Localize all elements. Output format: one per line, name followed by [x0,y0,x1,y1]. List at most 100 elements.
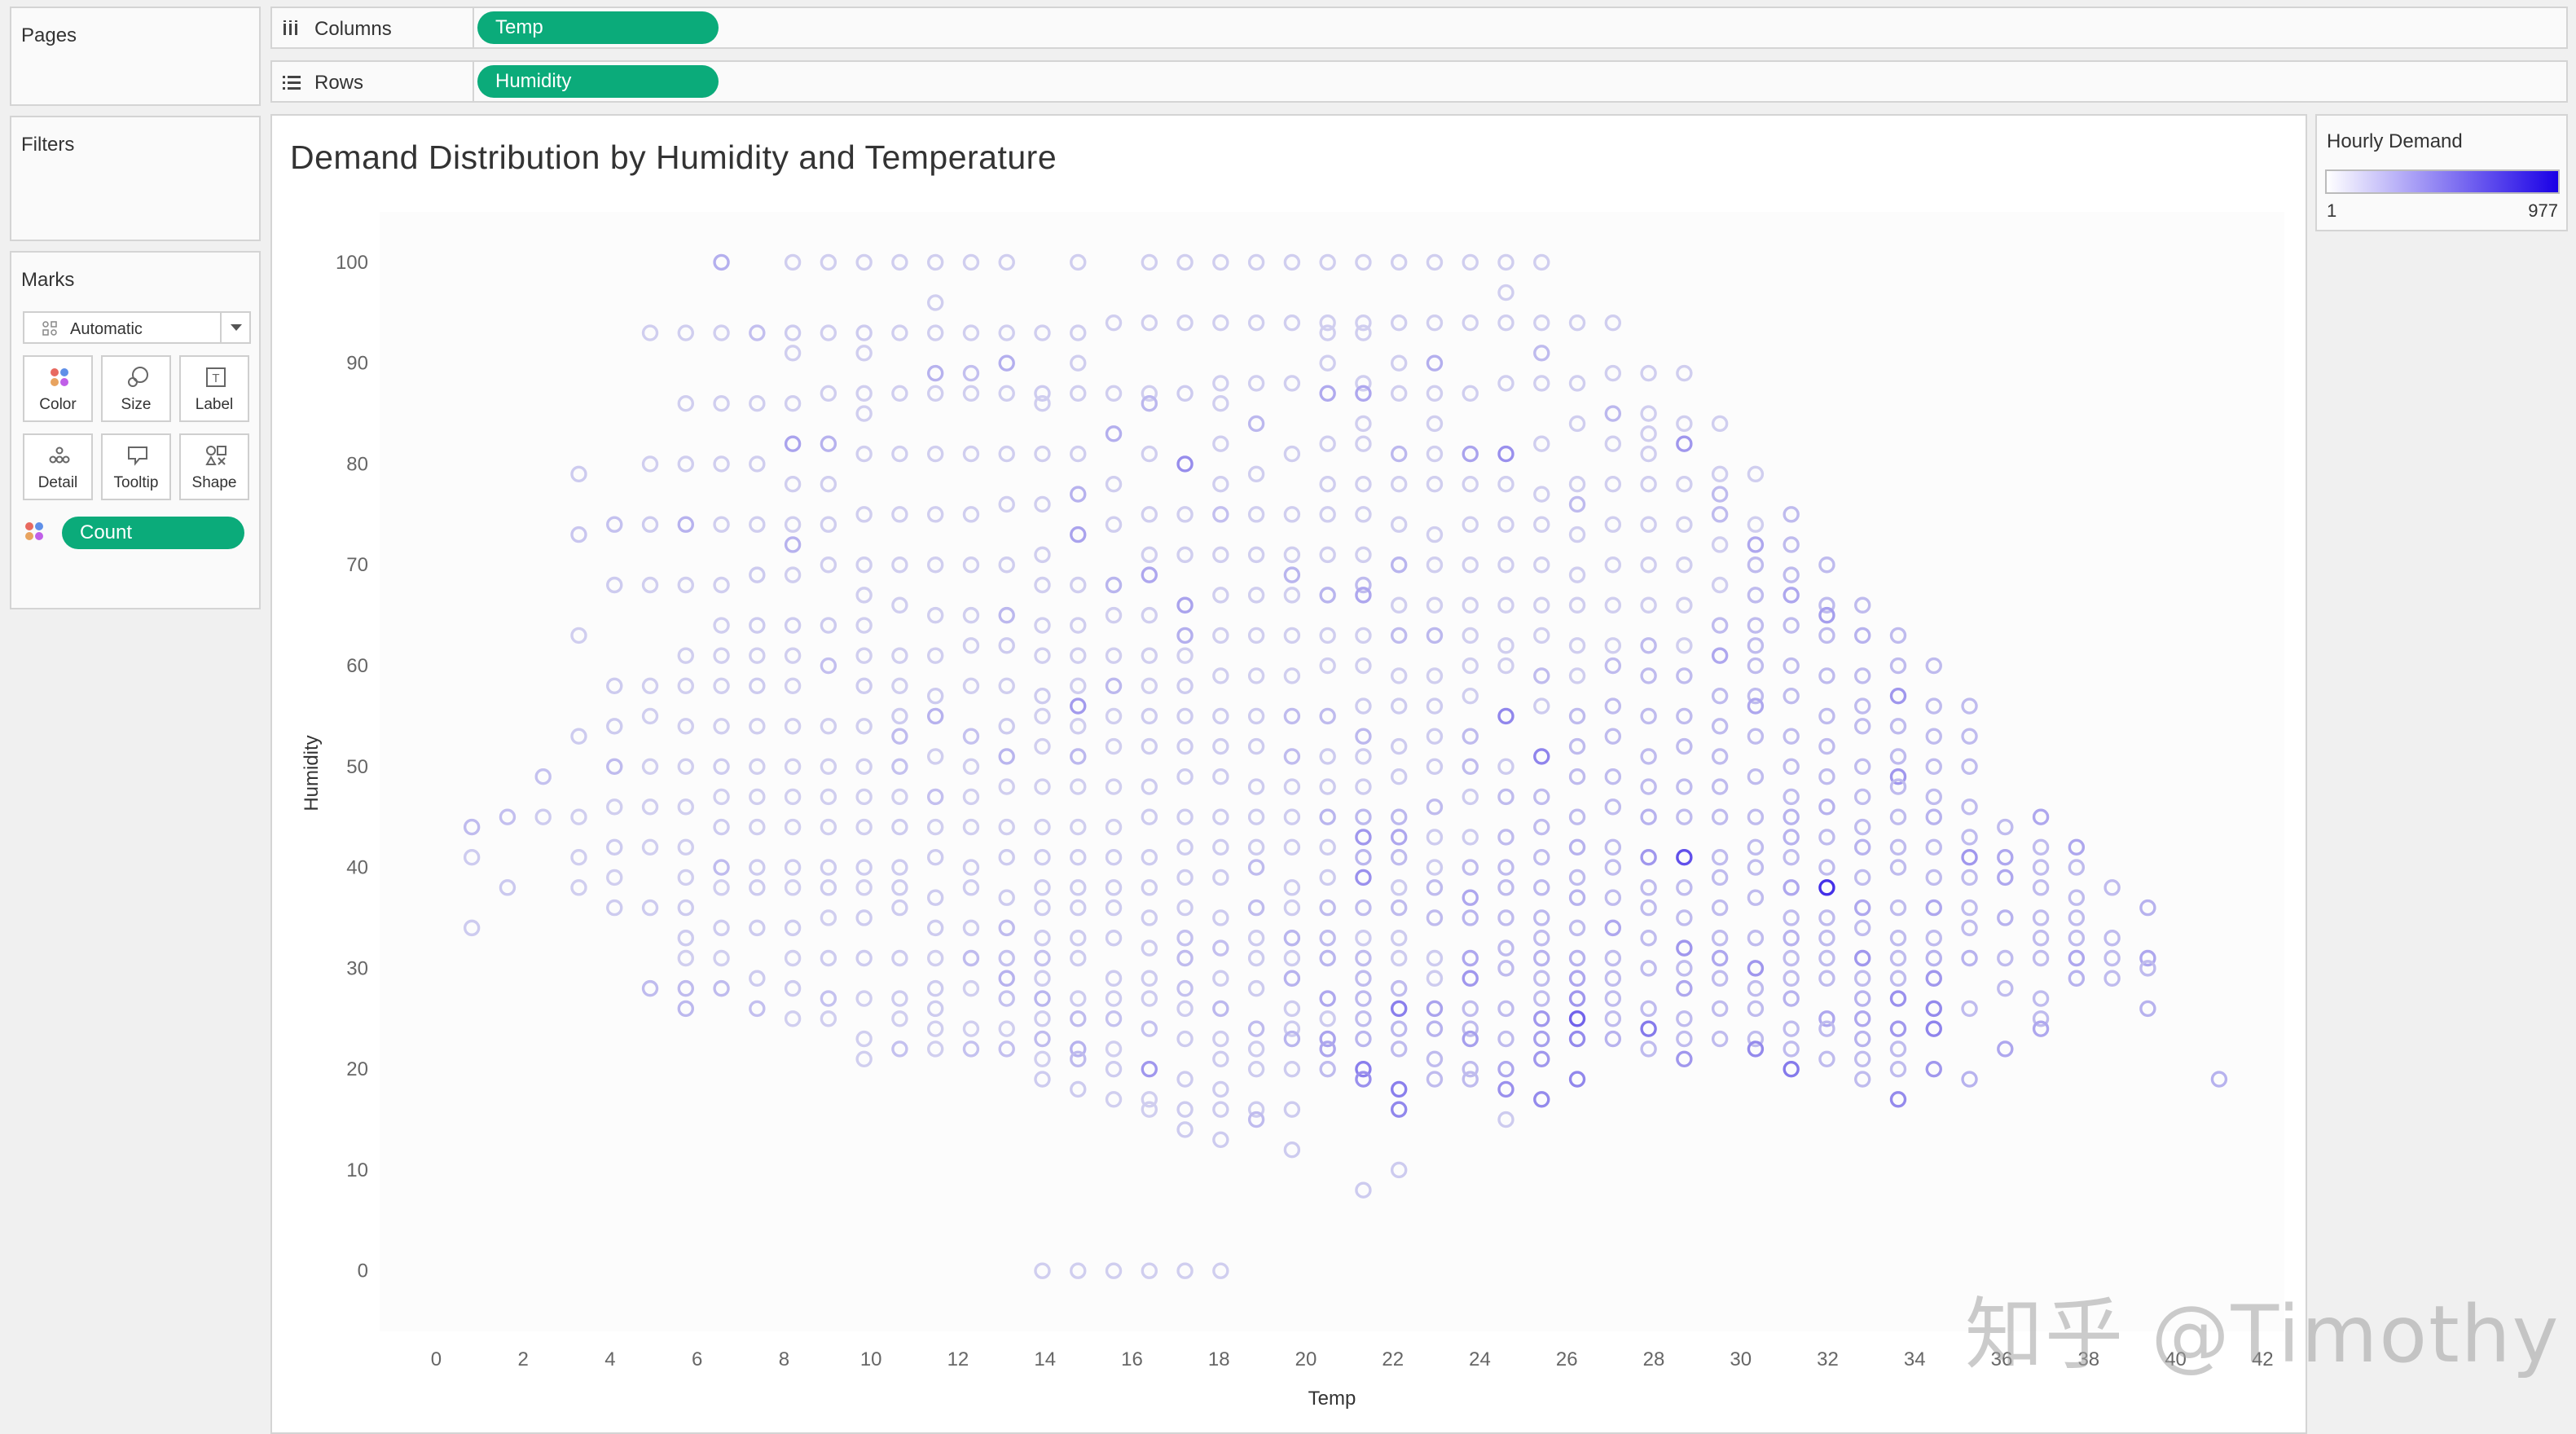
data-point[interactable] [1391,1080,1408,1098]
data-point[interactable] [1141,445,1158,463]
data-point[interactable] [1319,506,1336,523]
data-point[interactable] [1818,829,1835,846]
data-point[interactable] [641,899,659,917]
data-point[interactable] [1426,758,1444,776]
data-point[interactable] [962,758,980,776]
data-point[interactable] [1212,435,1229,452]
data-point[interactable] [1391,1000,1408,1018]
data-point[interactable] [926,889,944,906]
data-point[interactable] [1604,405,1622,422]
data-point[interactable] [1462,1060,1479,1078]
data-point[interactable] [1676,1050,1693,1067]
data-point[interactable] [677,394,694,412]
plot-area[interactable] [380,212,2284,1331]
data-point[interactable] [926,1020,944,1037]
data-point[interactable] [1355,970,1372,987]
data-point[interactable] [962,949,980,967]
data-point[interactable] [1711,949,1729,967]
data-point[interactable] [998,919,1015,937]
data-point[interactable] [926,506,944,523]
data-point[interactable] [1034,899,1051,917]
data-point[interactable] [1176,253,1193,271]
data-point[interactable] [891,990,908,1007]
data-point[interactable] [1391,627,1408,644]
data-point[interactable] [713,758,730,776]
data-point[interactable] [891,899,908,917]
data-point[interactable] [1497,445,1514,463]
data-point[interactable] [1604,1030,1622,1048]
data-point[interactable] [749,394,766,412]
data-point[interactable] [1604,859,1622,876]
data-point[interactable] [1462,314,1479,332]
data-point[interactable] [1319,930,1336,947]
data-point[interactable] [1854,627,1871,644]
data-point[interactable] [1247,587,1265,604]
data-point[interactable] [1676,1030,1693,1048]
data-point[interactable] [1391,1020,1408,1037]
data-point[interactable] [1533,909,1550,926]
data-point[interactable] [1176,808,1193,825]
data-point[interactable] [855,324,873,341]
data-point[interactable] [1283,1141,1301,1159]
data-point[interactable] [1711,1030,1729,1048]
data-point[interactable] [570,849,587,866]
data-point[interactable] [2032,879,2050,896]
data-point[interactable] [570,879,587,896]
data-point[interactable] [1355,385,1372,402]
data-point[interactable] [962,728,980,745]
data-point[interactable] [1640,1040,1657,1058]
data-point[interactable] [1176,768,1193,785]
data-point[interactable] [1747,979,1765,997]
data-point[interactable] [820,556,837,574]
data-point[interactable] [1141,677,1158,694]
data-point[interactable] [1711,617,1729,634]
data-point[interactable] [855,385,873,402]
data-point[interactable] [926,788,944,806]
data-point[interactable] [784,677,802,694]
data-point[interactable] [1818,737,1835,755]
data-point[interactable] [1783,909,1800,926]
data-point[interactable] [1212,627,1229,644]
data-point[interactable] [926,707,944,725]
data-point[interactable] [1997,849,2014,866]
data-point[interactable] [1854,596,1871,614]
data-point[interactable] [1889,930,1907,947]
data-point[interactable] [1426,526,1444,543]
data-point[interactable] [2103,930,2121,947]
data-point[interactable] [784,949,802,967]
data-point[interactable] [1070,718,1087,735]
data-point[interactable] [1783,990,1800,1007]
data-point[interactable] [1925,899,1942,917]
data-point[interactable] [1070,677,1087,694]
data-point[interactable] [1105,737,1123,755]
data-point[interactable] [1283,546,1301,564]
data-point[interactable] [820,859,837,876]
data-point[interactable] [1176,979,1193,997]
data-point[interactable] [1070,899,1087,917]
data-point[interactable] [1070,253,1087,271]
data-point[interactable] [713,516,730,533]
data-point[interactable] [1319,435,1336,452]
data-point[interactable] [1462,788,1479,806]
data-point[interactable] [1247,667,1265,684]
data-point[interactable] [855,909,873,926]
data-point[interactable] [1676,879,1693,896]
data-point[interactable] [1568,990,1586,1007]
data-point[interactable] [1141,385,1158,402]
data-point[interactable] [1604,798,1622,816]
data-point[interactable] [1462,1020,1479,1037]
data-point[interactable] [1497,476,1514,493]
data-point[interactable] [1141,647,1158,664]
data-point[interactable] [998,889,1015,906]
data-point[interactable] [1568,375,1586,392]
data-point[interactable] [1533,748,1550,765]
data-point[interactable] [1034,1262,1051,1279]
data-point[interactable] [998,677,1015,694]
data-point[interactable] [1391,314,1408,332]
data-point[interactable] [962,385,980,402]
data-point[interactable] [1034,394,1051,412]
data-point[interactable] [1034,617,1051,634]
data-point[interactable] [1889,768,1907,785]
data-point[interactable] [2139,949,2156,967]
data-point[interactable] [820,788,837,806]
